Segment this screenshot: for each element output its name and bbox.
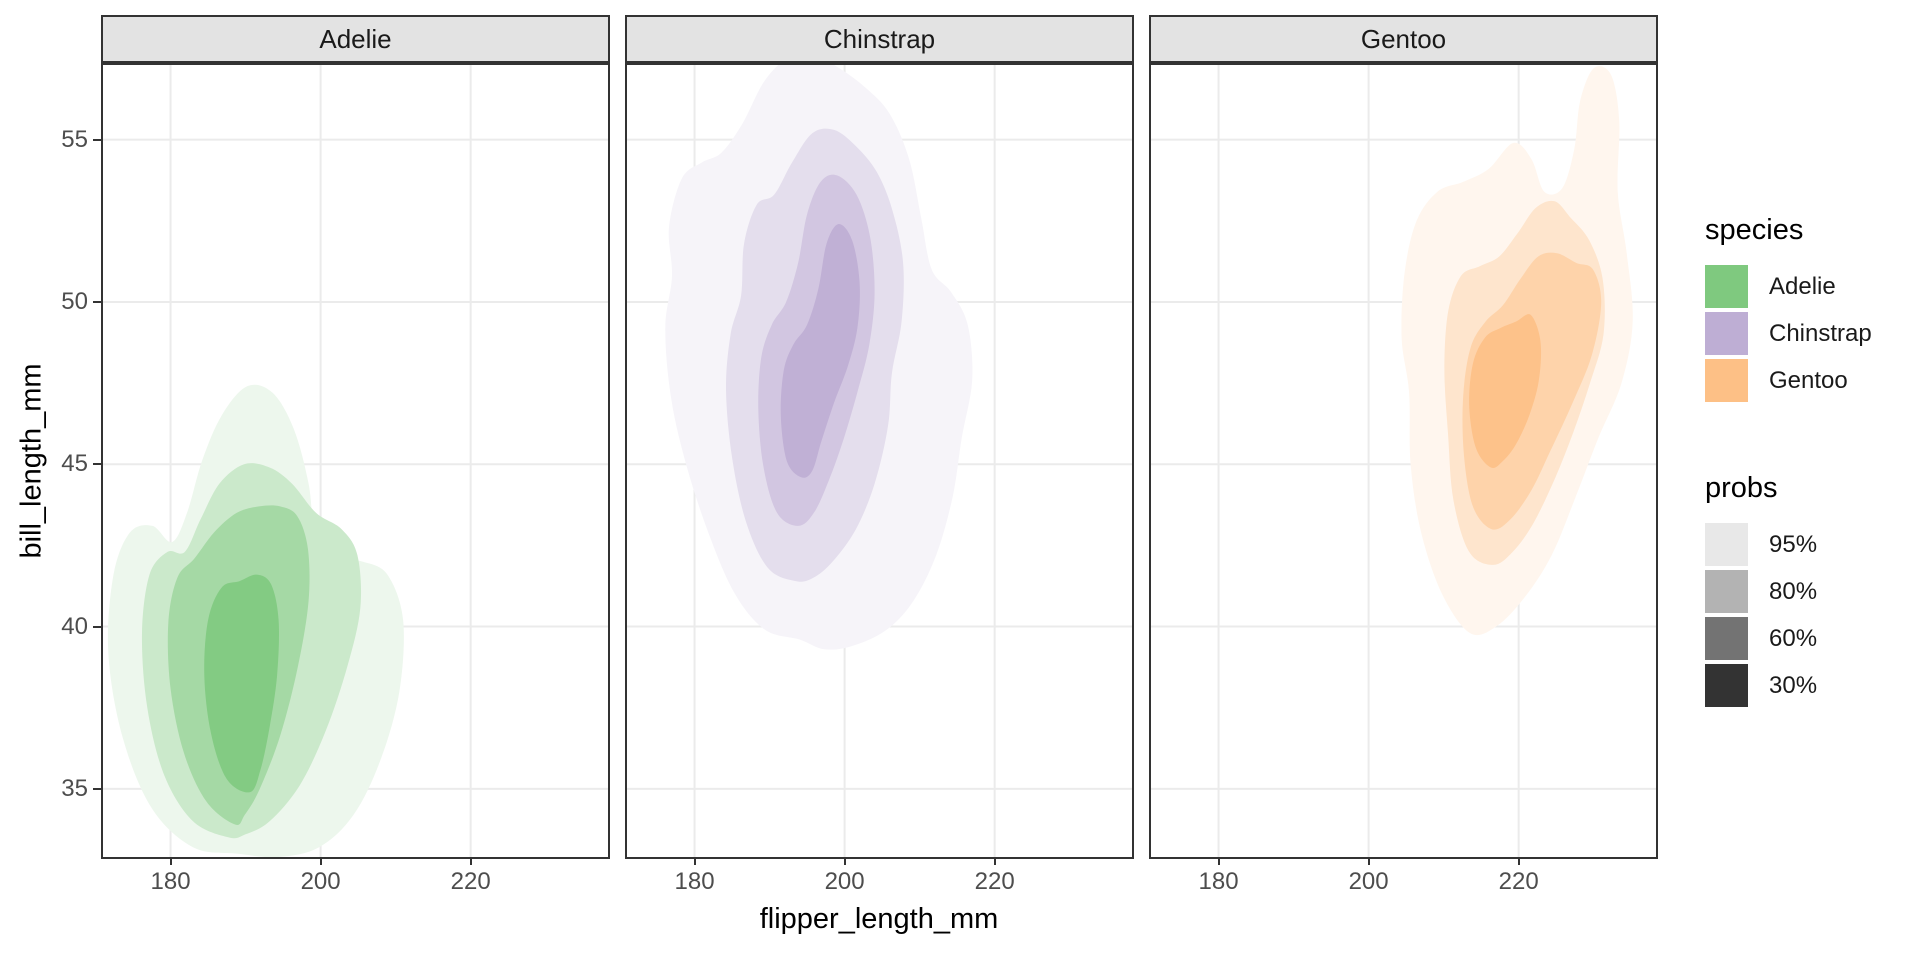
- x-tick-mark: [843, 857, 846, 865]
- contour-gentoo-30%: [1469, 314, 1542, 469]
- x-tick-mark: [1367, 857, 1370, 865]
- legend-label: 30%: [1769, 671, 1818, 699]
- legend-species-title: species: [1705, 214, 1804, 246]
- legend-key-chinstrap: Chinstrap: [1705, 312, 1915, 355]
- contour-adelie-30%: [204, 574, 280, 793]
- x-tick-label: 200: [1348, 868, 1389, 895]
- density-plot-adelie: [103, 65, 608, 857]
- legend-key-60pct: 60%: [1705, 617, 1915, 660]
- y-axis-title: bill_length_mm: [15, 363, 48, 559]
- x-tick-label: 180: [1198, 868, 1239, 895]
- x-tick-label: 180: [150, 868, 191, 895]
- y-tick-mark: [93, 625, 101, 628]
- x-tick-label: 200: [300, 868, 341, 895]
- legend-probs: probs 95% 80% 60% 30%: [1705, 472, 1915, 707]
- legend-probs-keys: 95% 80% 60% 30%: [1705, 523, 1915, 707]
- density-plot-chinstrap: [627, 65, 1132, 857]
- facet-strip-adelie: Adelie: [101, 15, 610, 63]
- legend-label: Adelie: [1769, 272, 1836, 300]
- legend-label: Chinstrap: [1769, 319, 1872, 347]
- legend-key-80pct: 80%: [1705, 570, 1915, 613]
- contour-chinstrap-30%: [780, 223, 860, 478]
- panel-gentoo: [1149, 63, 1658, 859]
- y-tick-mark: [93, 138, 101, 141]
- x-tick-mark: [1217, 857, 1220, 865]
- legend-label: Gentoo: [1769, 366, 1848, 394]
- x-tick-label: 220: [450, 868, 491, 895]
- legend-species-keys: Adelie Chinstrap Gentoo: [1705, 265, 1915, 402]
- legend-swatch: [1705, 570, 1748, 613]
- legend-label: 60%: [1769, 624, 1818, 652]
- legend-swatch: [1705, 523, 1748, 566]
- x-tick-label: 180: [674, 868, 715, 895]
- legend-species: species Adelie Chinstrap Gentoo: [1705, 214, 1915, 402]
- x-tick-mark: [693, 857, 696, 865]
- x-tick-mark: [469, 857, 472, 865]
- legend: species Adelie Chinstrap Gentoo probs 95% 8…: [1705, 214, 1915, 711]
- legend-probs-title: probs: [1705, 472, 1778, 504]
- y-tick-label: 55: [61, 125, 88, 153]
- y-tick-mark: [93, 463, 101, 466]
- legend-key-30pct: 30%: [1705, 664, 1915, 707]
- x-axis-title: flipper_length_mm: [759, 903, 999, 935]
- x-tick-mark: [169, 857, 172, 865]
- facet-strip-gentoo: Gentoo: [1149, 15, 1658, 63]
- density-plot-gentoo: [1151, 65, 1656, 857]
- y-tick-label: 50: [61, 287, 88, 315]
- panel-adelie: [101, 63, 610, 859]
- y-tick-label: 45: [61, 450, 88, 478]
- legend-swatch: [1705, 664, 1748, 707]
- x-tick-mark: [1517, 857, 1520, 865]
- legend-swatch: [1705, 359, 1748, 402]
- y-tick-label: 35: [61, 774, 88, 802]
- panel-chinstrap: [625, 63, 1134, 859]
- legend-key-95pct: 95%: [1705, 523, 1915, 566]
- x-tick-mark: [319, 857, 322, 865]
- x-tick-label: 220: [974, 868, 1015, 895]
- x-tick-label: 220: [1498, 868, 1539, 895]
- legend-key-gentoo: Gentoo: [1705, 359, 1915, 402]
- y-tick-label: 40: [61, 612, 88, 640]
- x-tick-mark: [993, 857, 996, 865]
- legend-swatch: [1705, 617, 1748, 660]
- legend-swatch: [1705, 265, 1748, 308]
- y-tick-mark: [93, 300, 101, 303]
- x-tick-label: 200: [824, 868, 865, 895]
- legend-swatch: [1705, 312, 1748, 355]
- legend-label: 95%: [1769, 530, 1818, 558]
- legend-key-adelie: Adelie: [1705, 265, 1915, 308]
- facet-strip-chinstrap: Chinstrap: [625, 15, 1134, 63]
- legend-label: 80%: [1769, 577, 1818, 605]
- y-tick-mark: [93, 787, 101, 790]
